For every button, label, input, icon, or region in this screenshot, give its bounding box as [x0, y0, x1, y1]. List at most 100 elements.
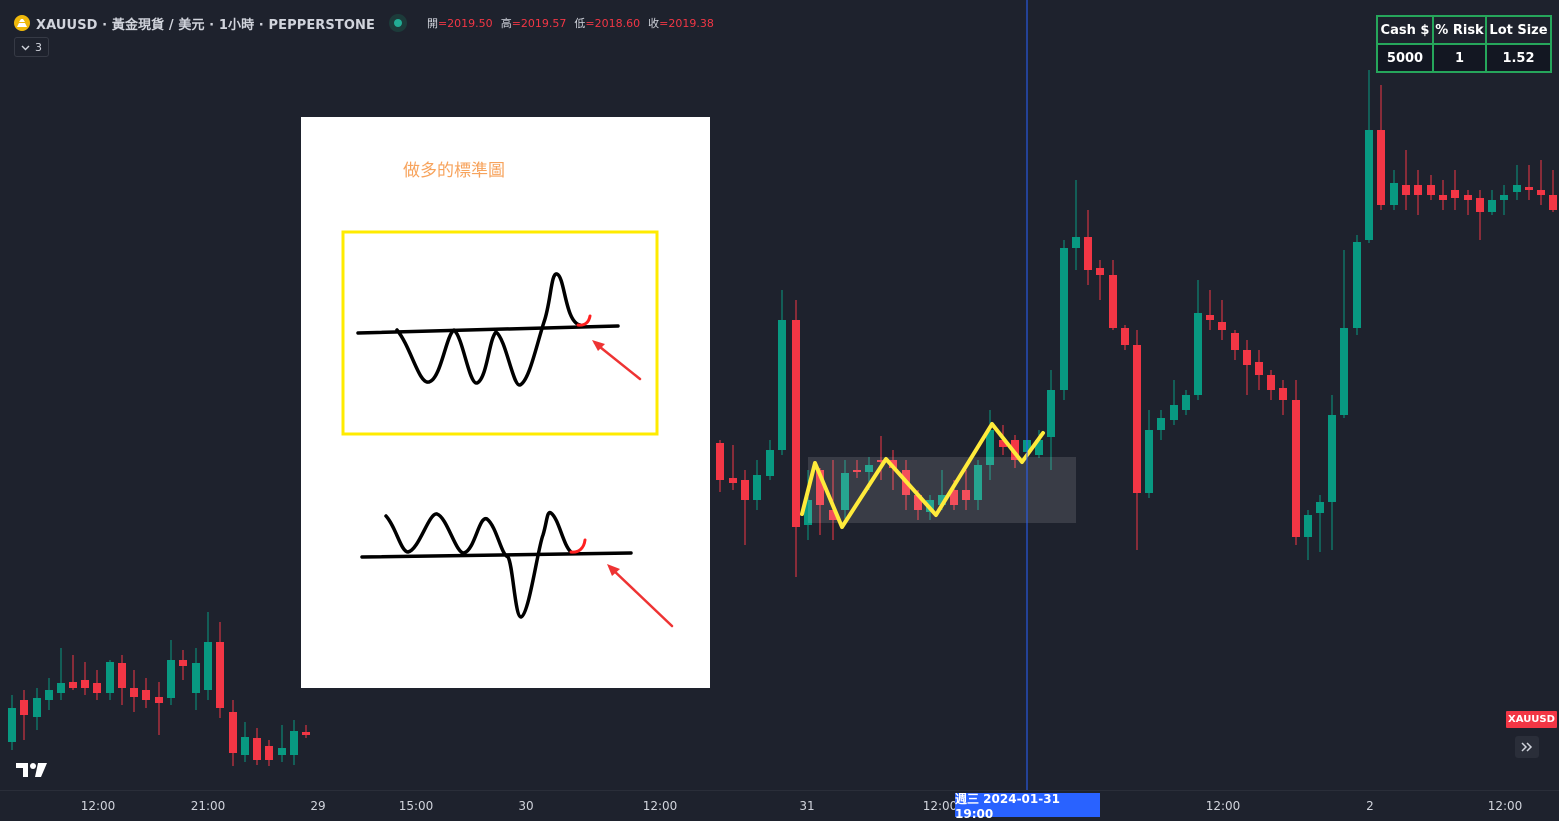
candle [853, 460, 861, 478]
candle [1365, 70, 1373, 243]
double-chevron-right-icon [1521, 738, 1533, 756]
tradingview-logo-icon[interactable] [16, 762, 48, 778]
candle [1427, 175, 1435, 200]
cell-cash: 5000 [1376, 43, 1434, 73]
candle [1218, 300, 1226, 340]
candle [20, 690, 28, 740]
breakout-level-line-top [356, 324, 620, 335]
cell-risk: 1 [1432, 43, 1487, 73]
candle [241, 722, 249, 762]
candle [1353, 235, 1361, 335]
arrowhead-bottom-icon [607, 564, 620, 576]
price-path-bottom [384, 510, 573, 619]
candle [1096, 260, 1104, 300]
candle [216, 622, 224, 718]
table-header-row: Cash $ % Risk Lot Size [1376, 15, 1552, 45]
candle [1402, 150, 1410, 210]
candle [1084, 210, 1092, 285]
candle [877, 436, 885, 480]
candle [130, 670, 138, 712]
table-row: 5000 1 1.52 [1376, 43, 1552, 73]
candle [69, 655, 77, 690]
candle [1537, 160, 1545, 205]
long-setup-note-image [301, 117, 710, 688]
candle [192, 648, 200, 710]
candle [1340, 250, 1348, 418]
candle [1145, 410, 1153, 498]
position-size-table: Cash $ % Risk Lot Size 5000 1 1.52 [1376, 15, 1552, 73]
indicators-toggle-button[interactable]: 3 [14, 37, 49, 57]
time-axis[interactable]: 12:00 21:00 29 15:00 30 12:00 31 12:00 1… [0, 790, 1559, 821]
candle [986, 410, 994, 480]
candle [1316, 495, 1324, 552]
candle [1047, 370, 1055, 470]
red-arrow-bottom [609, 566, 674, 628]
ohlc-close: 收=2019.38 [648, 17, 714, 30]
candle [792, 300, 800, 577]
candle [1182, 390, 1190, 415]
price-path-top [395, 272, 582, 387]
time-tick: 2 [1366, 799, 1374, 813]
candle [1464, 190, 1472, 215]
time-tick: 15:00 [398, 799, 434, 813]
candle [278, 725, 286, 762]
symbol-price-badge: XAUUSD [1506, 711, 1557, 728]
candle [962, 470, 970, 510]
candle [804, 470, 812, 540]
candle [1157, 410, 1165, 440]
candle [841, 460, 849, 525]
crosshair-time-label: 週三 2024-01-31 19:00 [955, 792, 1100, 821]
candle [1488, 190, 1496, 215]
chevron-down-icon [21, 41, 30, 54]
candle [1060, 240, 1068, 400]
candle [1231, 330, 1239, 360]
header-lot-size: Lot Size [1485, 15, 1552, 45]
ohlc-high: 高=2019.57 [500, 17, 567, 30]
candle [729, 445, 737, 490]
candle [1500, 185, 1508, 215]
candle [1377, 85, 1385, 210]
time-tick: 12:00 [922, 799, 958, 813]
header-risk: % Risk [1432, 15, 1487, 45]
candle [265, 740, 273, 766]
candle [1304, 510, 1312, 560]
candle [1243, 340, 1251, 395]
time-tick: 12:00 [1205, 799, 1241, 813]
candle [1279, 380, 1287, 415]
candle [155, 682, 163, 735]
time-tick: 30 [518, 799, 534, 813]
candle [829, 460, 837, 540]
candle [1451, 170, 1459, 210]
candle [1109, 260, 1117, 330]
price-chart-canvas[interactable] [0, 0, 1559, 790]
candle [253, 728, 261, 765]
candle [1549, 170, 1557, 212]
candle [1072, 180, 1080, 270]
consolidation-zone [808, 457, 1076, 523]
candle [118, 655, 126, 705]
candle [204, 612, 212, 700]
time-tick: 12:00 [1487, 799, 1523, 813]
candle [167, 640, 175, 705]
candle [766, 440, 774, 480]
note-title: 做多的標準圖 [403, 161, 505, 181]
candle [1390, 170, 1398, 210]
candle [1267, 370, 1275, 400]
arrowhead-top-icon [592, 340, 605, 351]
yellow-zigzag-annotation [800, 422, 1045, 529]
time-tick: 29 [310, 799, 326, 813]
candle [93, 670, 101, 700]
candle [1194, 280, 1202, 400]
scroll-to-realtime-button[interactable] [1515, 736, 1539, 758]
candle [1170, 380, 1178, 425]
candle [229, 700, 237, 766]
hand-drawn-diagrams [341, 230, 674, 628]
candle [753, 460, 761, 510]
ohlc-low: 低=2018.60 [574, 17, 641, 30]
candle [1513, 165, 1521, 200]
retest-mark-top [576, 314, 592, 327]
candle [1035, 430, 1043, 458]
candle [290, 720, 298, 765]
symbol-title[interactable]: XAUUSD · 黃金現貨 / 美元 · 1小時 · PEPPERSTONE [36, 17, 375, 33]
